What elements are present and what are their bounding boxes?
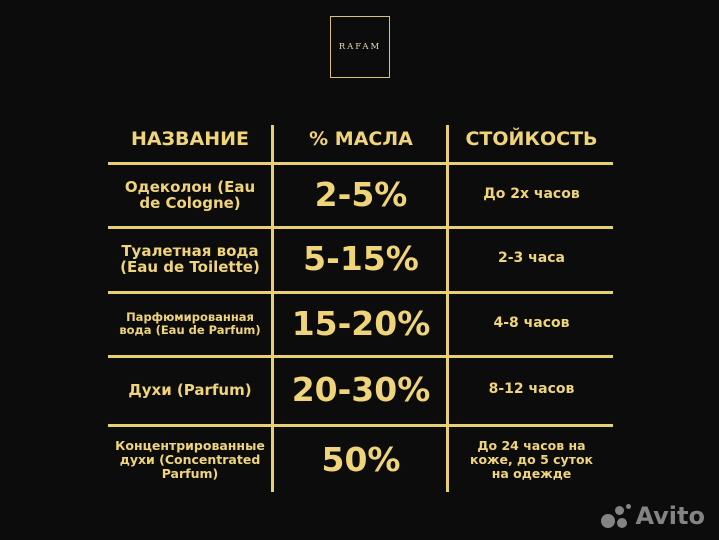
divider: [446, 125, 449, 492]
row-name: Парфюмированная вода (Eau de Parfum): [119, 310, 261, 337]
row-oil: 2-5%: [314, 174, 408, 214]
row-duration: 2-3 часа: [498, 250, 565, 267]
row-name: Духи (Parfum): [128, 380, 252, 399]
row-oil: 15-20%: [291, 303, 431, 343]
row-duration: До 24 часов на коже, до 5 суток на одежд…: [469, 438, 594, 481]
row-oil: 50%: [321, 439, 401, 479]
row-oil: 20-30%: [291, 369, 431, 409]
avito-text: Avito: [635, 502, 705, 530]
header-duration: СТОЙКОСТЬ: [465, 127, 598, 150]
header-name: НАЗВАНИЕ: [130, 127, 250, 150]
header-oil: % МАСЛА: [309, 127, 413, 150]
divider: [271, 125, 274, 492]
divider: [108, 291, 613, 294]
divider: [108, 226, 613, 229]
row-name: Туалетная вода (Eau de Toilette): [120, 241, 260, 276]
row-name: Одеколон (Eau de Cologne): [124, 177, 256, 212]
row-duration: До 2х часов: [483, 186, 580, 203]
divider: [108, 162, 613, 165]
row-oil: 5-15%: [303, 238, 419, 278]
divider: [108, 424, 613, 427]
row-duration: 4-8 часов: [493, 315, 570, 332]
row-duration: 8-12 часов: [488, 381, 575, 398]
divider: [108, 355, 613, 358]
row-name: Концентрированные духи (Concentrated Par…: [115, 438, 265, 481]
logo-text: RAFAM: [338, 42, 382, 52]
avito-watermark: Avito: [601, 502, 705, 530]
rafam-logo: RAFAM: [330, 16, 390, 78]
avito-dots-icon: [601, 504, 632, 528]
